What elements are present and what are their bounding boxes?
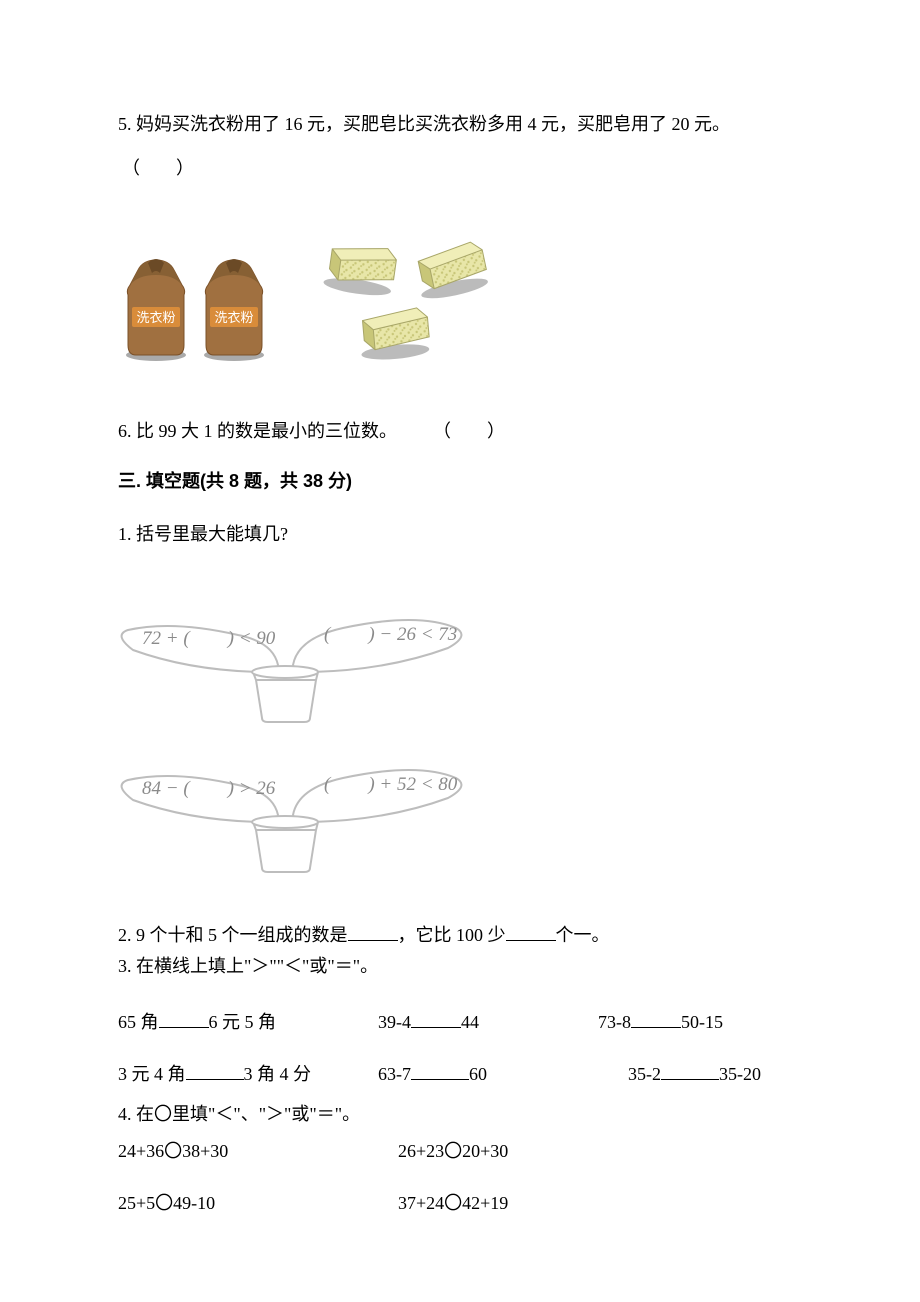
q2-blank-1[interactable] [348,923,398,941]
svg-text:( ) + 52 < 80: ( ) + 52 < 80 [324,774,458,795]
question-6: 6. 比 99 大 1 的数是最小的三位数。 （ ） [118,415,802,447]
q5-illustration: 洗衣粉 洗衣粉 [118,225,802,375]
question-5: 5. 妈妈买洗衣粉用了 16 元，买肥皂比买洗衣粉多用 4 元，买肥皂用了 20… [118,108,802,140]
q4-rows: 24+36〇38+30 26+23〇20+30 25+5〇49-10 37+24… [118,1135,802,1220]
q3-r2-blank2[interactable] [411,1062,469,1080]
section3-q3-header: 3. 在横线上填上"＞""＜"或"＝"。 [118,951,802,982]
q3-r1-c1b: 6 元 5 角 [209,1012,277,1032]
q3-r1-c2b: 44 [461,1012,479,1032]
detergent-bag-1: 洗衣粉 [126,259,186,361]
q3-r1-c2a: 39-4 [378,1012,411,1032]
q3-r2-c3b: 35-20 [719,1064,761,1084]
q5-bracket: （ ） [122,152,802,184]
svg-text:72 + ( ) < 90: 72 + ( ) < 90 [142,628,276,649]
q4-r2-c2: 37+24〇42+19 [398,1187,802,1219]
q3-r1-blank1[interactable] [159,1010,209,1028]
soap-bar-3 [358,307,431,362]
q3-r2-blank3[interactable] [661,1062,719,1080]
q3-r2-c3a: 35-2 [628,1064,661,1084]
svg-text:洗衣粉: 洗衣粉 [136,310,175,325]
q4-r2-c1: 25+5〇49-10 [118,1187,398,1219]
q4-r1-c2: 26+23〇20+30 [398,1135,802,1167]
svg-text:84 − ( ) > 26: 84 − ( ) > 26 [142,778,276,799]
section3-q2: 2. 9 个十和 5 个一组成的数是 ，它比 100 少 个一。 [118,920,802,951]
detergent-bag-2: 洗衣粉 [204,259,264,361]
q3-r1-c3a: 73-8 [598,1012,631,1032]
q3-r2-c3: 35-2 35-20 [598,1058,802,1090]
soap-bar-2 [413,240,491,302]
q3-r1-c1: 65 角 6 元 5 角 [118,1006,378,1038]
q4-r1-c1: 24+36〇38+30 [118,1135,398,1167]
plant-2: 84 − ( ) > 26 ( ) + 52 < 80 [122,770,462,872]
q4-row2: 25+5〇49-10 37+24〇42+19 [118,1187,802,1219]
q2-prefix: 2. 9 个十和 5 个一组成的数是 [118,925,348,945]
q3-r2-c2: 63-7 60 [378,1058,598,1090]
q2-mid: ，它比 100 少 [398,925,506,945]
q2-suffix: 个一。 [556,925,610,945]
svg-text:( ) − 26 < 73: ( ) − 26 < 73 [324,624,457,645]
section-3-header: 三. 填空题(共 8 题，共 38 分) [118,465,802,497]
q2-blank-2[interactable] [506,923,556,941]
q3-r1-c2: 39-4 44 [378,1006,598,1038]
q3-r2-c1a: 3 元 4 角 [118,1064,186,1084]
svg-text:洗衣粉: 洗衣粉 [214,310,253,325]
q3-r2-c2b: 60 [469,1064,487,1084]
section3-q1: 1. 括号里最大能填几? [118,518,802,550]
q3-row2: 3 元 4 角 3 角 4 分 63-7 60 35-2 35-20 [118,1058,802,1090]
q3-r1-c3b: 50-15 [681,1012,723,1032]
q3-row1: 65 角 6 元 5 角 39-4 44 73-8 50-15 [118,1006,802,1038]
section3-q4-header: 4. 在〇里填"＜"、"＞"或"＝"。 [118,1098,802,1130]
q3-r1-c1a: 65 角 [118,1012,159,1032]
plant-1: 72 + ( ) < 90 ( ) − 26 < 73 [122,620,462,722]
q2-q3-block: 2. 9 个十和 5 个一组成的数是 ，它比 100 少 个一。 3. 在横线上填上… [118,920,802,981]
q3-r2-c2a: 63-7 [378,1064,411,1084]
q5-text: 5. 妈妈买洗衣粉用了 16 元，买肥皂比买洗衣粉多用 4 元，买肥皂用了 20… [118,114,730,134]
q3-r1-c3: 73-8 50-15 [598,1006,802,1038]
q3-r2-blank1[interactable] [186,1062,244,1080]
q3-r2-c1b: 3 角 4 分 [244,1064,312,1084]
soap-bar-1 [323,240,398,298]
plant-diagram: 72 + ( ) < 90 ( ) − 26 < 73 84 − ( ) > 2… [118,580,802,890]
q3-r1-blank2[interactable] [411,1010,461,1028]
q3-r2-c1: 3 元 4 角 3 角 4 分 [118,1058,378,1090]
q4-row1: 24+36〇38+30 26+23〇20+30 [118,1135,802,1167]
q3-r1-blank3[interactable] [631,1010,681,1028]
